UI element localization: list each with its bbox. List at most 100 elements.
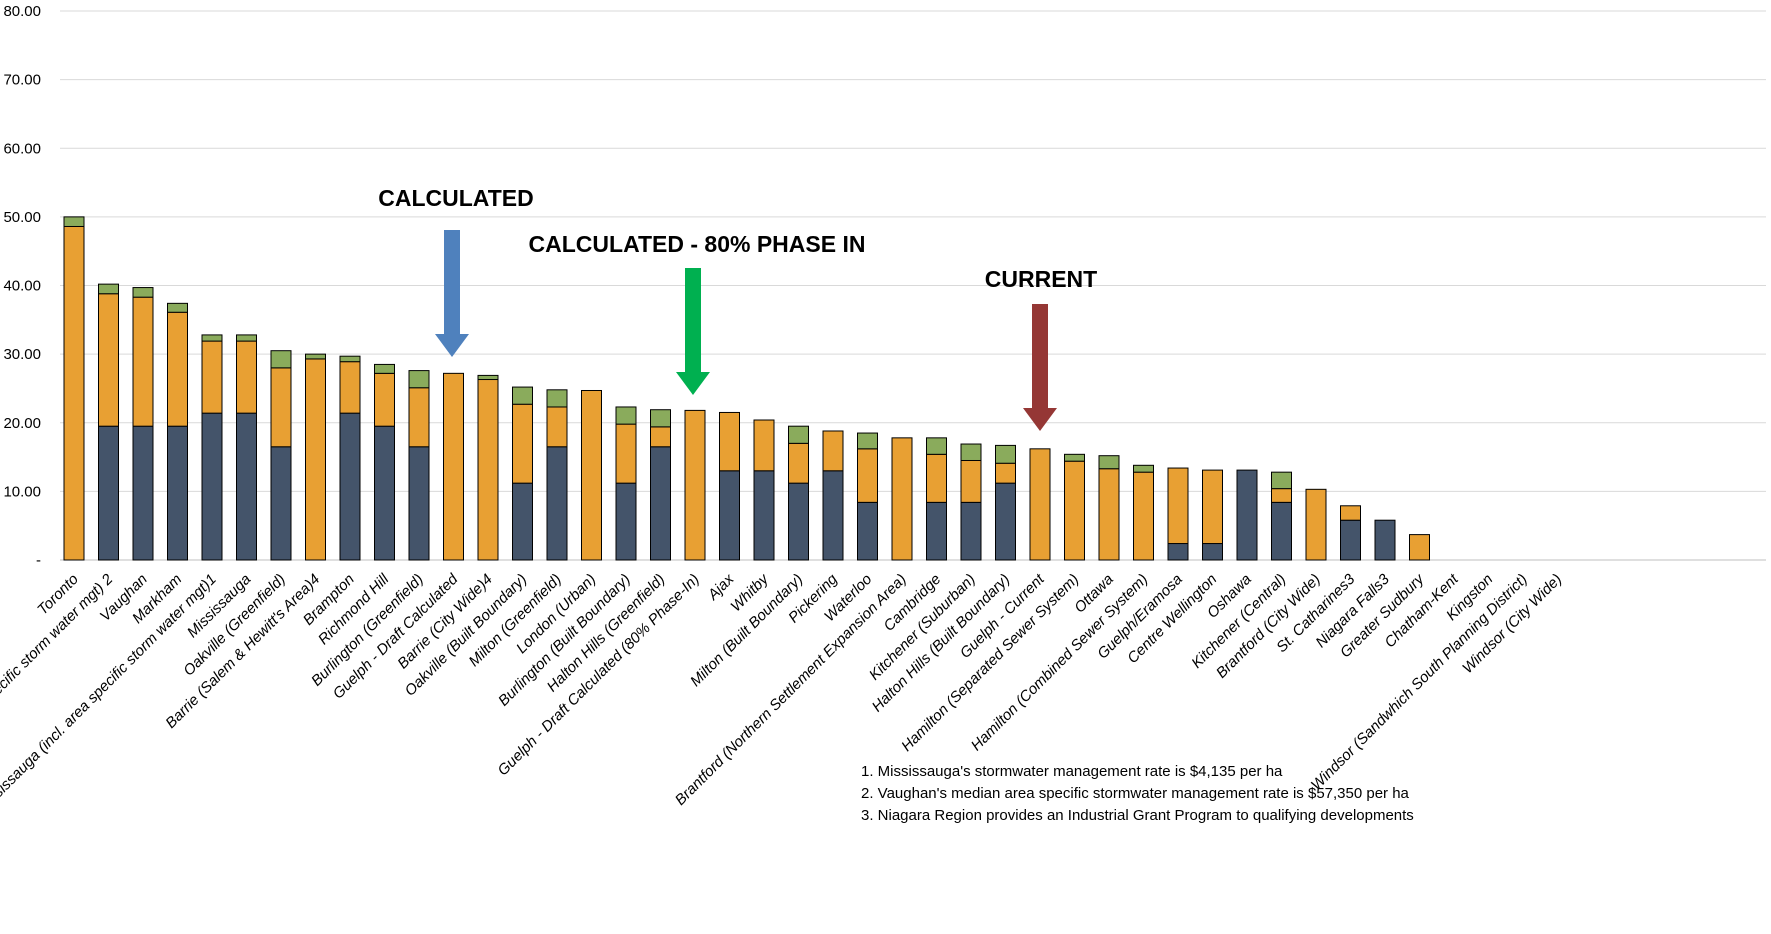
bar-segment-orange [1133,471,1154,561]
bar-segment-orange [822,430,844,472]
y-tick-label: 60.00 [3,140,41,157]
y-tick-label: 80.00 [3,3,41,20]
bar-segment-dark [1374,519,1396,561]
bar-segment-dark [1340,519,1361,561]
bar-segment-orange [581,389,602,561]
bar-segment-green [201,334,223,342]
bar-segment-dark [719,470,740,561]
annotation-label: CALCULATED - 80% PHASE IN [529,231,866,257]
annotation-arrow [676,268,710,395]
annotations: CALCULATED CALCULATED - 80% PHASE IN CURRE… [378,185,1097,431]
bar-segment-orange [857,448,878,503]
bar-segment-dark [546,446,568,561]
bar-segment-green [339,355,361,363]
bar-segment-dark [1271,501,1292,561]
bar-segment-dark [788,482,809,561]
bar-segment-orange [719,411,740,472]
bar-segment-orange [270,367,292,448]
bar-segment-green [167,302,188,313]
bar-segment-orange [236,340,257,414]
bar-segment-orange [1064,460,1085,561]
bar-segment-dark [408,446,430,561]
bar-segment-orange [512,403,533,484]
bar-segment-orange [167,311,188,427]
bar-segment-orange [201,340,223,414]
bar-segment-green [615,406,637,425]
bar-segment-orange [1098,468,1120,561]
bar-segment-dark [374,425,395,561]
y-tick-label: 20.00 [3,415,41,432]
bar-segment-orange [477,379,499,561]
bar-segment-dark [167,425,188,561]
bar-segment-orange [1305,488,1327,561]
bar-segment-orange [891,437,913,561]
bar-segment-orange [615,423,637,484]
y-tick-label: 70.00 [3,72,41,89]
bar-segment-dark [822,470,844,561]
y-axis-tick-labels: - 10.00 20.00 30.00 40.00 50.00 60.00 70.00 80.0… [3,3,41,569]
bar-segment-dark [270,446,292,561]
bar-segment-dark [650,446,671,561]
bar-segment-dark [132,425,154,561]
bar-segment-orange [98,293,119,427]
bar-segment-green [546,389,568,408]
bar-segment-dark [339,412,361,561]
bar-segment-orange [374,372,395,427]
y-tick-label: 30.00 [3,346,41,363]
bar-segment-dark [615,482,637,561]
bar-segment-green [98,283,119,295]
footnote-line: 1. Mississauga's stormwater management r… [861,763,1283,780]
bar-segment-green [132,287,154,298]
bar-segment-dark [1202,543,1223,561]
bar-segment-orange [1029,448,1051,561]
bar-segment-orange [650,426,671,448]
bar-segment-orange [1409,534,1430,561]
footnote-line: 2. Vaughan's median area specific stormw… [861,785,1410,802]
bar-segment-green [305,353,326,360]
bar-segment-dark [1167,543,1189,561]
bar-segment-orange [995,462,1016,484]
bar-segment-green [270,350,292,369]
bar-segment-orange [1167,467,1189,545]
bar-segment-orange [960,459,982,503]
bar-segment-green [374,363,395,374]
bar-segment-orange [305,358,326,561]
bar-segment-dark [1236,469,1258,561]
y-tick-label: - [36,552,41,569]
x-axis-category-labels: TorontoVaughan (incl. area specific stor… [0,570,1565,818]
bar-segment-dark [236,412,257,561]
bar-segment-green [512,386,533,405]
bar-segment-orange [443,372,464,561]
bar-segment-orange [1202,469,1223,545]
bar-segment-dark [857,501,878,561]
bar-segment-green [926,437,947,455]
bars [63,216,1430,561]
footnotes: 1. Mississauga's stormwater management r… [861,763,1414,824]
bar-segment-green [960,443,982,461]
bar-segment-orange [1340,505,1361,521]
bar-segment-dark [753,470,775,561]
annotation-label: CURRENT [985,266,1097,292]
annotation-label: CALCULATED [378,185,533,211]
bar-segment-green [408,370,430,389]
y-tick-label: 40.00 [3,278,41,295]
bar-segment-dark [995,482,1016,561]
bar-segment-green [650,409,671,428]
bar-segment-orange [684,409,706,561]
footnote-line: 3. Niagara Region provides an Industrial… [861,807,1414,824]
bar-segment-orange [339,361,361,414]
bar-segment-green [1271,471,1292,490]
bar-segment-orange [926,453,947,503]
bar-segment-orange [408,387,430,448]
bar-segment-orange [546,406,568,448]
bar-segment-orange [1271,488,1292,503]
bar-segment-green [788,425,809,444]
bar-segment-green [1133,464,1154,473]
bar-segment-green [995,444,1016,464]
bar-segment-dark [512,482,533,561]
annotation-arrow [435,230,469,357]
bar-segment-orange [753,419,775,472]
bar-segment-dark [960,501,982,561]
bar-segment-dark [926,501,947,561]
